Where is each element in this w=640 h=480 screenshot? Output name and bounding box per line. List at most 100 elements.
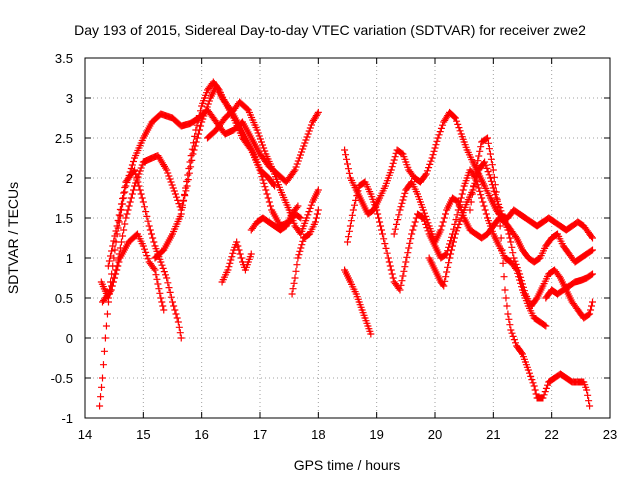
data-point-marker	[445, 259, 453, 267]
data-point-marker	[401, 189, 409, 197]
data-point-marker	[165, 172, 173, 180]
data-point-marker	[450, 113, 458, 121]
data-point-marker	[452, 216, 460, 224]
series-track-16	[542, 270, 596, 302]
data-point-marker	[299, 145, 307, 153]
data-point-marker	[346, 222, 354, 230]
data-point-marker	[504, 226, 512, 234]
data-point-marker	[124, 206, 132, 214]
data-point-marker	[531, 386, 539, 394]
series-track-11	[344, 166, 550, 330]
data-point-marker	[589, 270, 596, 278]
data-point-marker	[247, 250, 255, 258]
data-point-marker	[289, 285, 297, 293]
data-point-marker	[98, 383, 106, 391]
data-point-marker	[298, 241, 306, 249]
data-point-marker	[143, 212, 151, 220]
data-point-marker	[400, 267, 408, 275]
data-point-marker	[542, 322, 550, 330]
data-point-marker	[96, 402, 104, 410]
data-point-marker	[395, 211, 403, 219]
data-point-marker	[342, 151, 350, 159]
chart-title: Day 193 of 2015, Sidereal Day-to-day VTE…	[74, 22, 586, 38]
data-point-marker	[474, 157, 482, 165]
data-point-marker	[169, 184, 177, 192]
data-point-marker	[172, 310, 180, 318]
data-point-marker	[376, 218, 384, 226]
data-point-marker	[151, 266, 159, 274]
data-point-marker	[484, 134, 491, 142]
data-point-marker	[399, 272, 407, 280]
data-point-marker	[128, 161, 136, 169]
data-point-marker	[293, 204, 301, 212]
data-point-marker	[132, 170, 140, 178]
data-point-marker	[152, 271, 160, 279]
data-point-marker	[524, 366, 532, 374]
data-point-marker	[398, 199, 406, 207]
data-point-marker	[482, 210, 490, 218]
data-point-marker	[451, 230, 459, 238]
data-point-marker	[256, 135, 264, 143]
data-point-marker	[472, 166, 480, 174]
data-point-marker	[131, 166, 139, 174]
data-point-marker	[508, 243, 516, 251]
data-point-marker	[290, 168, 298, 175]
data-point-marker	[194, 130, 202, 138]
data-point-marker	[514, 267, 522, 275]
data-point-marker	[519, 283, 527, 291]
data-point-marker	[144, 217, 152, 225]
data-point-marker	[197, 107, 204, 115]
series-track-1	[96, 106, 322, 410]
data-point-marker	[190, 146, 198, 154]
x-tick-label: 17	[253, 427, 267, 442]
data-point-marker	[173, 193, 181, 201]
data-point-marker	[589, 298, 596, 306]
data-point-marker	[587, 271, 595, 279]
data-point-marker	[303, 133, 311, 141]
data-point-marker	[291, 166, 299, 174]
data-point-marker	[352, 196, 360, 204]
data-point-marker	[424, 219, 432, 227]
data-point-marker	[499, 259, 507, 267]
data-point-marker	[434, 134, 442, 142]
data-point-marker	[148, 230, 155, 238]
data-point-marker	[139, 198, 147, 206]
data-point-marker	[344, 238, 351, 246]
data-point-marker	[263, 190, 271, 198]
data-point-marker	[492, 194, 500, 202]
y-tick-label: 1	[66, 251, 73, 266]
data-point-marker	[516, 270, 524, 278]
data-point-marker	[555, 272, 563, 280]
data-point-marker	[441, 277, 449, 285]
data-point-marker	[154, 280, 162, 288]
data-point-marker	[116, 212, 124, 220]
data-point-marker	[159, 302, 167, 310]
data-point-marker	[194, 116, 202, 124]
data-point-marker	[138, 194, 146, 202]
data-point-marker	[159, 264, 167, 272]
data-point-marker	[120, 189, 128, 197]
data-point-marker	[257, 138, 265, 146]
data-point-marker	[439, 218, 447, 226]
data-point-marker	[476, 187, 484, 195]
data-point-marker	[585, 397, 593, 405]
data-point-marker	[234, 242, 242, 250]
data-point-marker	[388, 163, 396, 171]
data-point-marker	[506, 321, 514, 329]
data-point-marker	[486, 174, 494, 182]
data-point-marker	[113, 266, 121, 274]
data-point-marker	[384, 254, 392, 262]
data-point-marker	[313, 210, 321, 218]
data-point-marker	[115, 218, 123, 226]
data-point-marker	[224, 266, 232, 274]
data-point-marker	[506, 234, 514, 242]
data-point-marker	[143, 252, 151, 260]
data-point-marker	[481, 206, 489, 214]
data-point-marker	[267, 202, 274, 210]
data-point-marker	[297, 214, 305, 222]
data-point-marker	[391, 225, 399, 233]
y-tick-label: -1	[61, 411, 73, 426]
data-point-marker	[126, 198, 134, 206]
x-tick-label: 16	[194, 427, 208, 442]
